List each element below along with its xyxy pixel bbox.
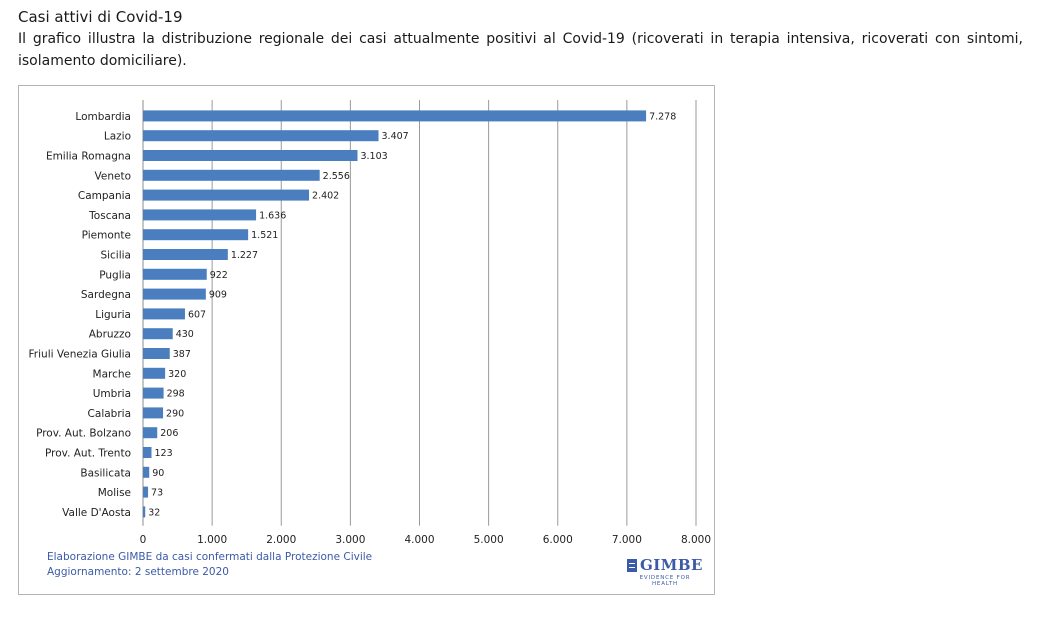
value-label: 1.227 xyxy=(231,250,258,261)
x-tick-label: 1.000 xyxy=(197,534,227,546)
bar xyxy=(143,268,207,280)
category-label: Marche xyxy=(93,368,131,380)
bar xyxy=(143,407,164,419)
value-label: 387 xyxy=(173,349,191,360)
bar-chart: 0 1.000 2.000 3.000 4.000 5.000 6.000 7.000 8.00… xyxy=(29,100,711,546)
x-tick-label: 7.000 xyxy=(612,534,642,546)
bar xyxy=(143,486,149,498)
bar xyxy=(143,249,228,260)
category-label: Sardegna xyxy=(81,289,131,301)
value-label: 7.278 xyxy=(649,111,676,122)
update-note: Aggiornamento: 2 settembre 2020 xyxy=(47,566,229,578)
chart-frame: 0 1.000 2.000 3.000 4.000 5.000 6.000 7.000 8.00… xyxy=(18,85,715,595)
bar xyxy=(143,110,647,122)
category-label: Friuli Venezia Giulia xyxy=(29,349,131,361)
bar xyxy=(143,209,257,221)
logo-tagline: EVIDENCE FOR HEALTH xyxy=(639,575,691,587)
bar xyxy=(143,130,379,142)
x-tick-label: 0 xyxy=(140,534,147,546)
bar xyxy=(143,466,150,478)
bar xyxy=(143,288,206,300)
x-tick-label: 6.000 xyxy=(543,534,573,546)
x-tick-label: 8.000 xyxy=(681,534,711,546)
value-label: 607 xyxy=(188,309,206,320)
category-label: Toscana xyxy=(88,210,131,222)
category-label: Prov. Aut. Trento xyxy=(45,448,131,460)
x-tick-label: 4.000 xyxy=(404,534,434,546)
chart-footer: Elaborazione GIMBE da casi confermati da… xyxy=(47,550,372,580)
page-title: Casi attivi di Covid-19 xyxy=(18,8,183,26)
value-label: 90 xyxy=(152,468,164,479)
gimbe-logo: GIMBE EVIDENCE FOR HEALTH xyxy=(627,556,703,587)
value-label: 298 xyxy=(167,389,185,400)
value-label: 922 xyxy=(210,270,228,281)
value-label: 3.407 xyxy=(382,131,409,142)
value-label: 320 xyxy=(168,369,186,380)
category-label: Veneto xyxy=(95,170,131,182)
logo-mark-icon xyxy=(627,558,637,572)
category-label: Calabria xyxy=(88,408,131,420)
category-label: Lombardia xyxy=(75,111,131,123)
category-label: Abruzzo xyxy=(89,329,131,341)
category-label: Puglia xyxy=(99,269,131,281)
value-label: 1.521 xyxy=(251,230,278,241)
category-label: Liguria xyxy=(95,309,131,321)
bar xyxy=(143,427,158,439)
value-label: 206 xyxy=(160,428,178,439)
logo-brand-text: GIMBE xyxy=(639,556,703,574)
value-label: 2.402 xyxy=(312,191,339,202)
bar xyxy=(143,506,146,518)
value-label: 3.103 xyxy=(360,151,387,162)
bar xyxy=(143,189,310,201)
bar xyxy=(143,367,166,379)
bar xyxy=(143,387,164,399)
category-label: Piemonte xyxy=(82,230,131,242)
category-label: Campania xyxy=(78,190,131,202)
bar xyxy=(143,229,249,241)
category-label: Basilicata xyxy=(80,467,131,479)
bar xyxy=(143,447,152,458)
value-label: 2.556 xyxy=(323,171,350,182)
bar xyxy=(143,169,320,181)
value-label: 73 xyxy=(151,488,163,499)
x-tick-label: 3.000 xyxy=(335,534,365,546)
value-label: 909 xyxy=(209,290,227,301)
category-label: Prov. Aut. Bolzano xyxy=(36,428,131,440)
category-label: Lazio xyxy=(104,131,131,143)
value-label: 290 xyxy=(166,408,184,419)
bar xyxy=(143,308,185,320)
value-label: 123 xyxy=(155,448,173,459)
source-note: Elaborazione GIMBE da casi confermati da… xyxy=(47,551,373,563)
category-label: Valle D'Aosta xyxy=(62,507,131,519)
page-description: Il grafico illustra la distribuzione reg… xyxy=(18,31,1023,69)
bar xyxy=(143,348,170,359)
bar xyxy=(143,150,358,161)
value-label: 32 xyxy=(148,507,160,518)
value-label: 1.636 xyxy=(259,210,286,221)
page-heading: Casi attivi di Covid-19 Il grafico illus… xyxy=(18,6,1023,72)
x-tick-label: 5.000 xyxy=(474,534,504,546)
category-label: Molise xyxy=(98,487,131,499)
bar xyxy=(143,328,173,340)
logo-brand: GIMBE xyxy=(627,556,703,574)
value-label: 430 xyxy=(176,329,194,340)
category-label: Umbria xyxy=(93,388,131,400)
x-tick-label: 2.000 xyxy=(266,534,296,546)
category-label: Emilia Romagna xyxy=(46,151,131,163)
category-label: Sicilia xyxy=(100,250,131,262)
